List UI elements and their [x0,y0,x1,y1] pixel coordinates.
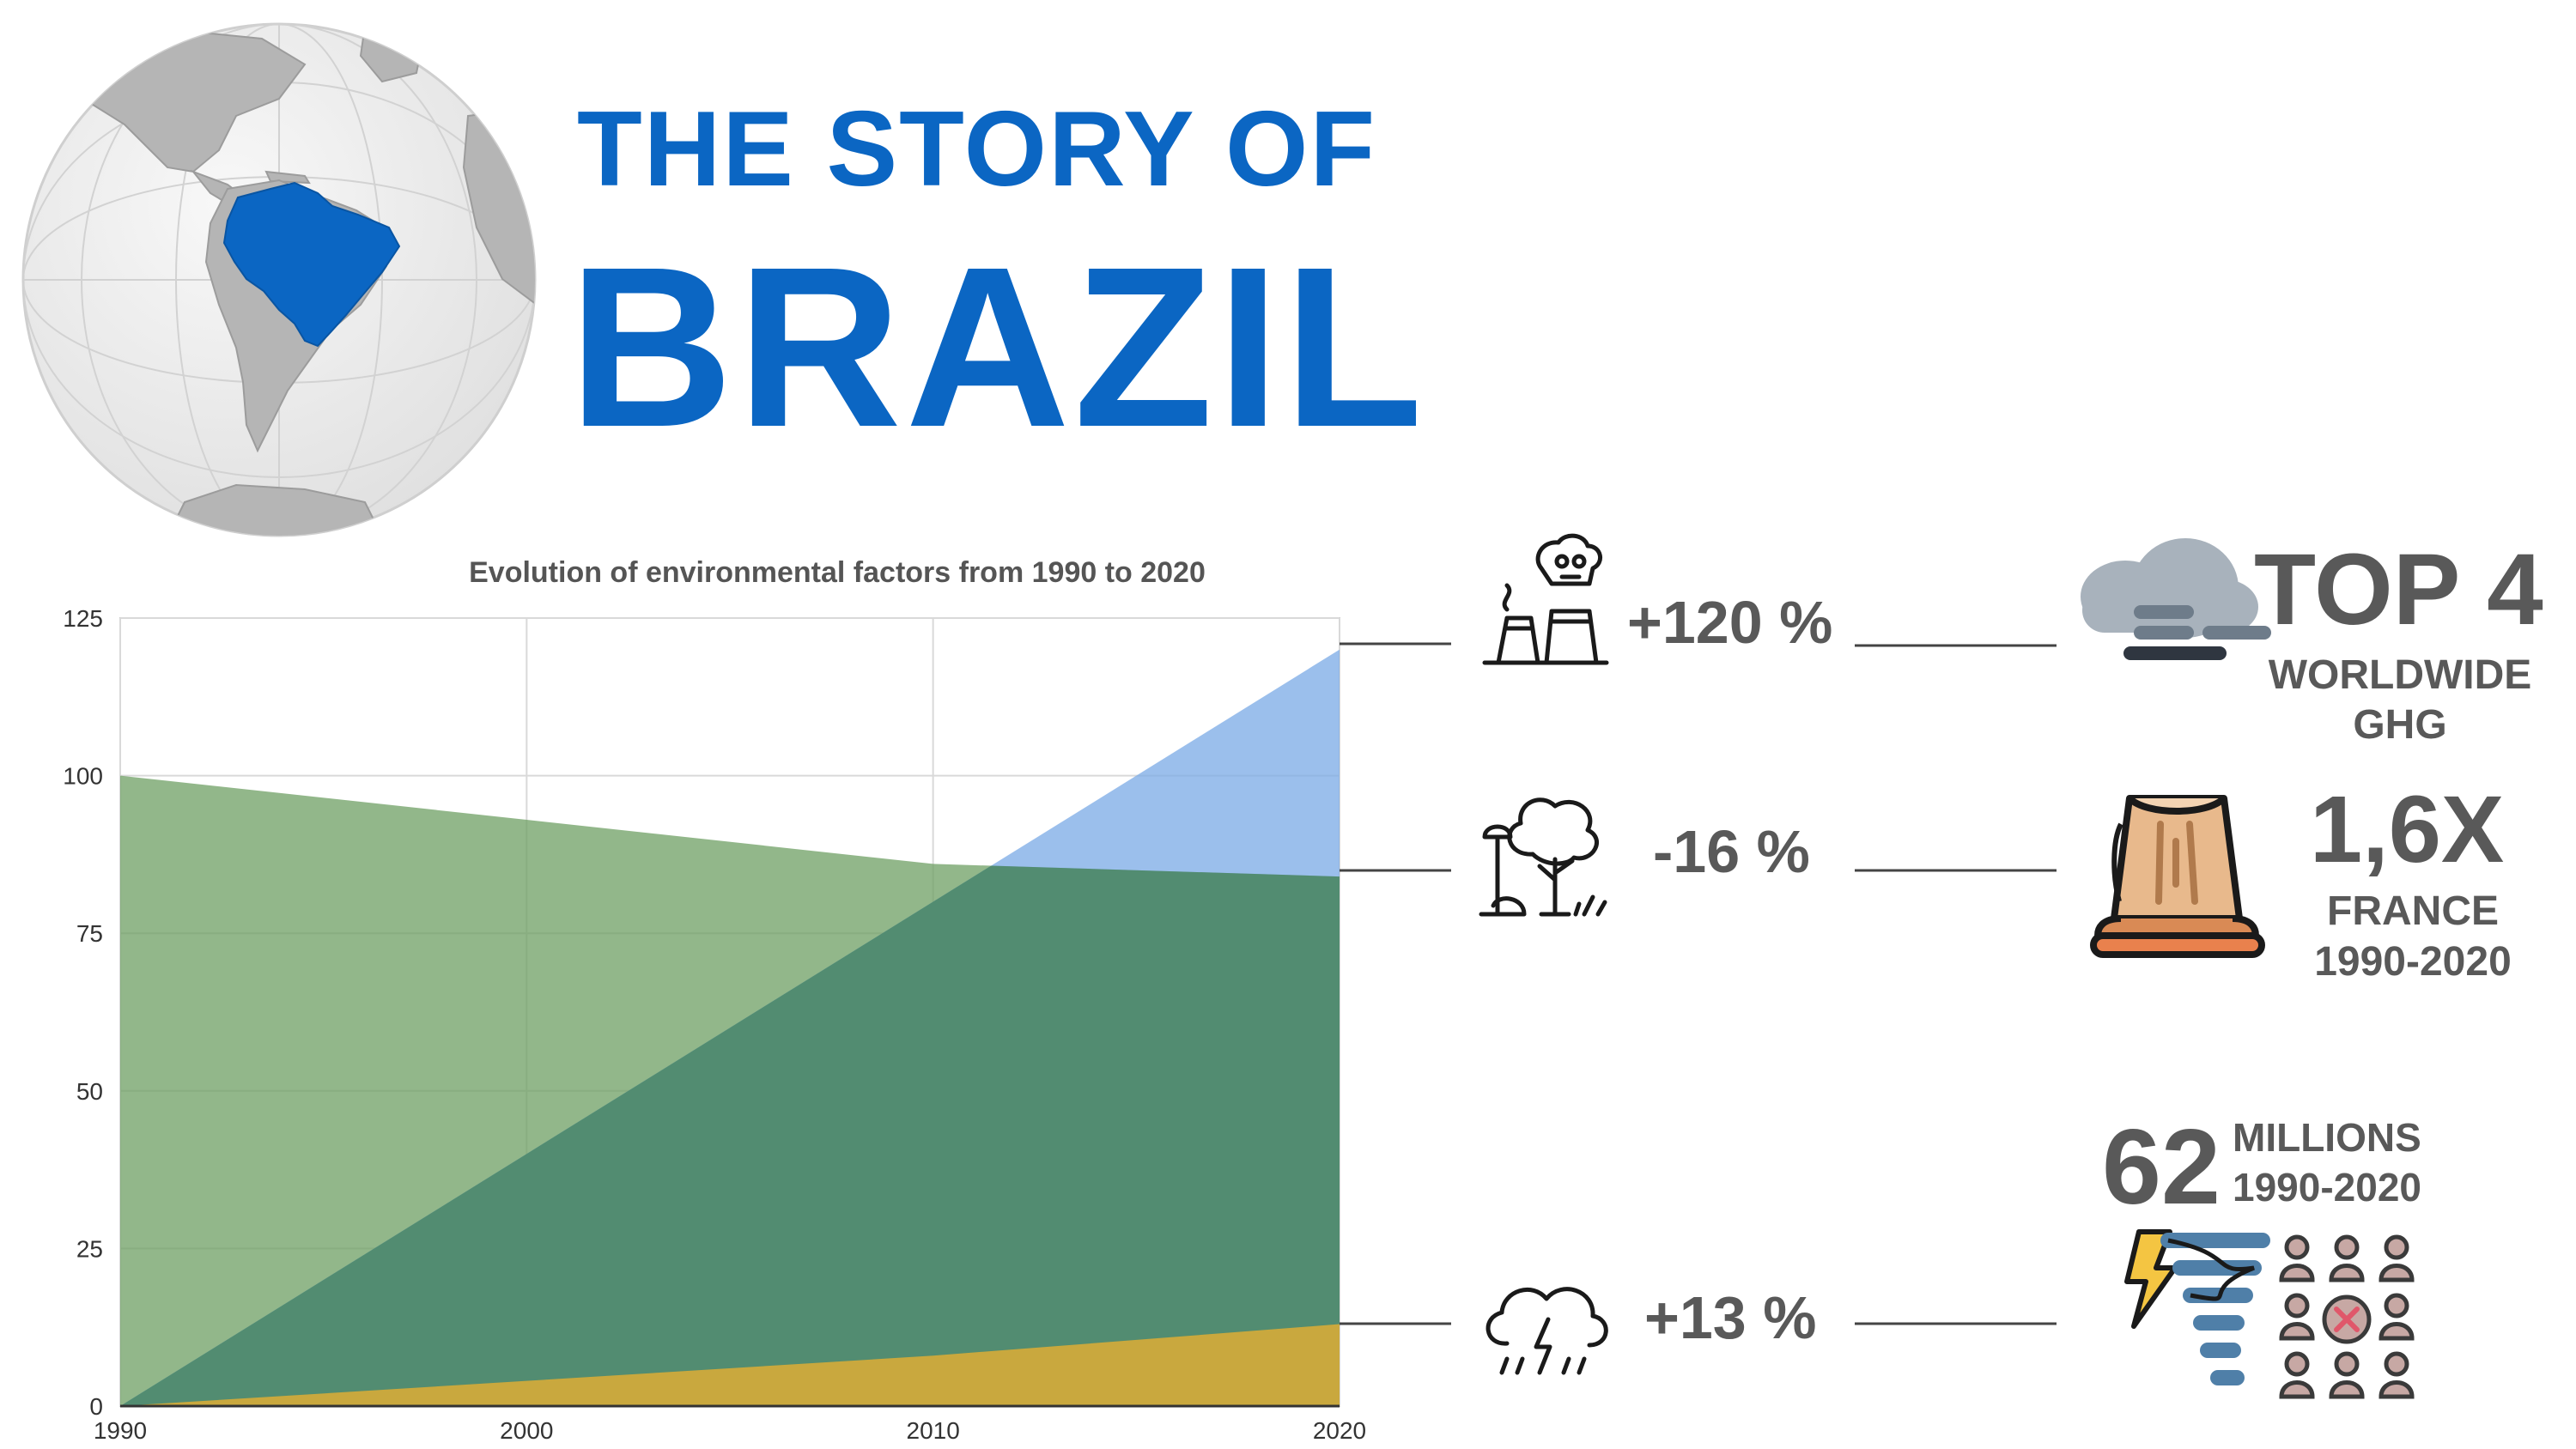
forest-headline: 1,6X [2310,777,2505,882]
storm-change: +13 % [1644,1284,1817,1351]
title-line-2: BRAZIL [568,220,1427,475]
forest-sub2: 1990-2020 [2314,939,2512,985]
y-tick-label: 75 [76,920,103,947]
y-tick-label: 50 [76,1078,103,1105]
ghg-sub2: GHG [2353,702,2447,748]
connector-lines [1340,642,2057,1325]
tornado-people-icon [2124,1229,2415,1399]
tree-stump-icon [2090,795,2265,958]
area-overlap [120,865,1340,1406]
y-tick-label: 100 [63,763,103,790]
area-series-3-top [120,1324,1340,1406]
x-tick-label: 2010 [907,1417,960,1444]
x-tick-label: 2020 [1313,1417,1366,1444]
x-tick-label: 2000 [500,1417,553,1444]
title-line-1: THE STORY OF [577,90,1377,209]
factory-pollution-icon [1482,533,1609,665]
disasters-sub1: MILLIONS [2233,1115,2421,1160]
y-tick-label: 0 [89,1393,103,1420]
ghg-headline: TOP 4 [2254,533,2543,646]
forest-sub1: FRANCE [2327,888,2499,934]
storm-cloud-icon [1485,1287,1608,1375]
chart-title: Evolution of environmental factors from … [469,556,1206,589]
area-chart: 0 25 50 75 100 125 1990 2000 2010 2020 [63,605,1366,1444]
disasters-headline: 62 [2102,1108,2221,1227]
globe-brazil-icon [21,22,537,537]
y-tick-label: 25 [76,1235,103,1262]
forest-change: -16 % [1653,818,1810,885]
x-tick-label: 1990 [94,1417,147,1444]
cloud-smog-icon [2081,538,2271,660]
trees-icon [1479,797,1607,917]
ghg-change: +120 % [1627,589,1833,656]
disasters-sub2: 1990-2020 [2233,1165,2421,1210]
y-tick-label: 125 [63,605,103,632]
ghg-sub1: WORLDWIDE [2268,652,2532,698]
